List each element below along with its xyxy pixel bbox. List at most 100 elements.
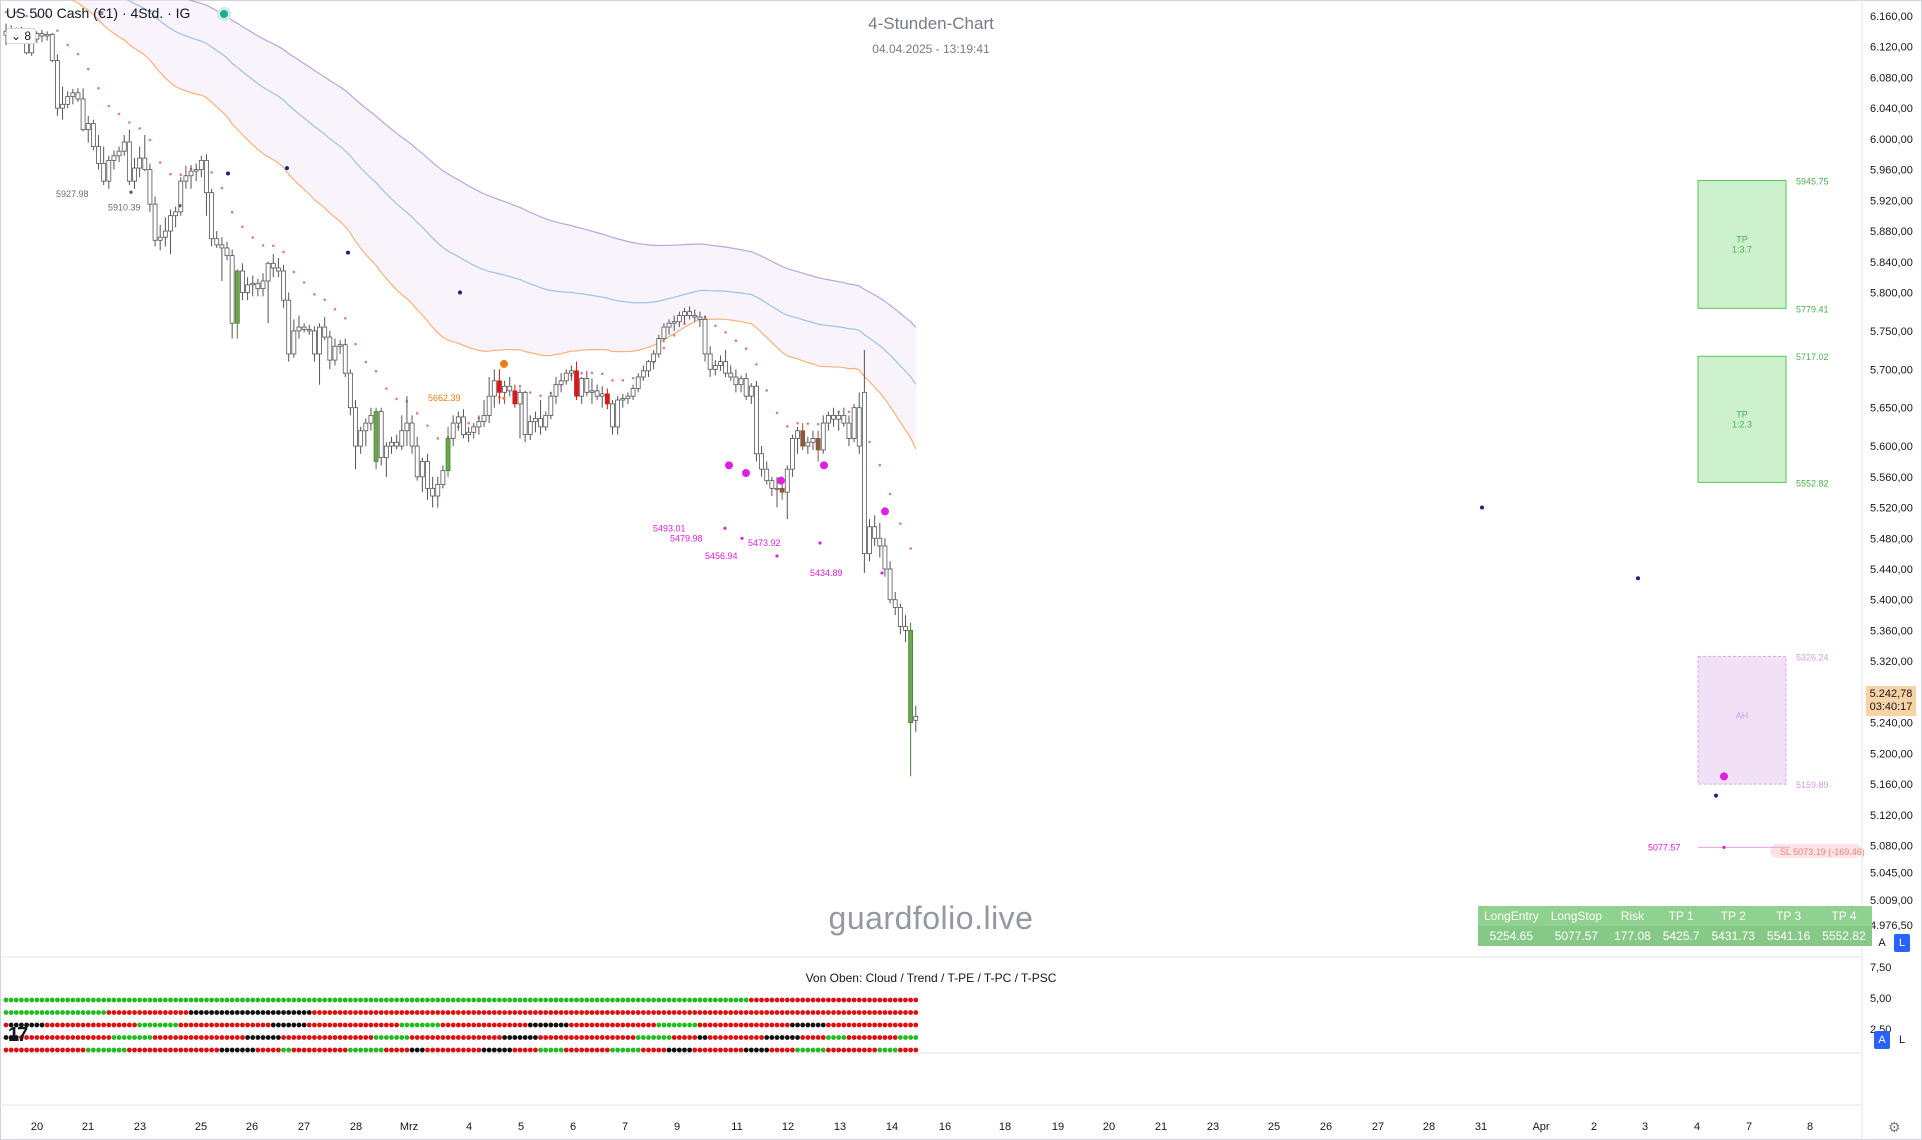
indicator-dot — [471, 997, 477, 1003]
indicator-dot — [738, 997, 744, 1003]
trend-dot — [621, 378, 625, 382]
tradingview-logo[interactable]: 17 — [8, 1024, 28, 1046]
indicator-dot — [861, 1035, 867, 1040]
candle-body — [209, 192, 215, 240]
indicator-dot — [286, 1035, 292, 1040]
indicator-dot — [805, 1047, 811, 1053]
indicator-dot — [317, 1010, 322, 1015]
indicator-dot — [173, 1010, 179, 1015]
col-header: TP 1 — [1656, 906, 1706, 926]
indicator-dot — [39, 1035, 45, 1040]
indicator-auto-scale-button[interactable]: A — [1874, 1031, 1890, 1049]
indicator-dot — [604, 1010, 610, 1015]
indicator-dot — [569, 997, 574, 1003]
annotation-dot — [502, 396, 506, 400]
cell-value: 5425.7 — [1656, 926, 1706, 946]
indicator-dot — [769, 1035, 775, 1040]
candle-body — [841, 414, 847, 424]
zone-top-label: 5326.24 — [1796, 652, 1829, 662]
indicator-dot — [666, 1022, 672, 1028]
signal-dot — [500, 359, 508, 368]
candle-body — [430, 487, 436, 497]
indicator-dot — [214, 1022, 220, 1028]
indicator-dot — [861, 1047, 867, 1053]
indicator-dot — [481, 997, 487, 1003]
y-tick-label: 5.800,00 — [1870, 288, 1913, 300]
indicator-dot — [502, 1035, 507, 1040]
indicator-dot — [34, 1047, 40, 1053]
candle-body — [635, 376, 641, 389]
indicator-dot — [764, 1035, 770, 1040]
indicator-dot — [563, 1022, 569, 1028]
symbol-header[interactable]: US 500 Cash (€1) · 4Std. · IG — [6, 5, 229, 21]
candle-body — [404, 422, 410, 432]
indicator-dot — [342, 997, 348, 1003]
indicator-dot — [867, 1010, 872, 1015]
signal-dot — [742, 468, 750, 477]
indicator-dot — [229, 1010, 235, 1015]
indicator-dot — [682, 1035, 687, 1040]
indicator-dot — [44, 1010, 50, 1015]
y-tick-label: 5.560,00 — [1870, 472, 1913, 484]
indicator-dot — [594, 1047, 600, 1053]
indicator-dot — [337, 1035, 343, 1040]
gear-icon[interactable]: ⚙ — [1888, 1119, 1901, 1135]
indicator-log-scale-button[interactable]: L — [1898, 1034, 1906, 1046]
market-open-icon — [220, 10, 229, 19]
x-tick-label: 4 — [1694, 1121, 1700, 1133]
indicator-dot — [445, 1022, 451, 1028]
indicator-dot — [630, 1047, 636, 1053]
candle-body — [90, 123, 96, 147]
indicator-dot — [378, 1047, 384, 1053]
indicator-dot — [718, 1010, 723, 1015]
indicator-dot — [234, 1047, 240, 1053]
candle-body — [630, 388, 636, 397]
indicator-dot — [579, 1022, 585, 1028]
indicator-dot — [363, 1022, 369, 1028]
indicator-dot — [29, 1010, 35, 1015]
candle-body — [378, 411, 384, 459]
indicator-dot — [692, 1022, 698, 1028]
trend-dot — [426, 424, 429, 427]
indicator-dot — [810, 1022, 816, 1028]
indicator-dot — [39, 1010, 45, 1015]
collapse-count: 8 — [24, 29, 32, 43]
indicator-dot — [55, 1010, 60, 1015]
indicator-dot — [748, 1047, 754, 1053]
indicator-dot — [29, 1035, 35, 1040]
indicator-dot — [800, 1022, 806, 1028]
indicator-dot — [440, 1010, 446, 1015]
indicator-dot — [841, 997, 847, 1003]
indicator-dot — [49, 1035, 55, 1040]
indicator-dot — [589, 1022, 595, 1028]
indicator-dot — [455, 997, 461, 1003]
indicator-dot — [512, 1022, 518, 1028]
indicator-dot — [75, 1035, 81, 1040]
candle-body — [656, 338, 662, 355]
price-annotation: 5479.98 — [670, 533, 703, 543]
indicators-collapse-button[interactable]: ⌄ 8 — [6, 28, 37, 44]
log-scale-button[interactable]: L — [1894, 934, 1910, 952]
indicator-dot — [70, 1047, 76, 1053]
y-tick-label: 5.920,00 — [1870, 195, 1913, 207]
indicator-dot — [579, 997, 585, 1003]
indicator-dot — [671, 1047, 677, 1053]
indicator-dot — [872, 1010, 878, 1015]
x-tick-label: 8 — [1807, 1121, 1813, 1133]
indicator-dot — [476, 1010, 482, 1015]
indicator-dot — [640, 1047, 646, 1053]
indicator-dot — [651, 1022, 657, 1028]
trend-dot — [734, 339, 738, 343]
indicator-dot — [574, 1035, 579, 1040]
candle-body — [60, 103, 65, 109]
indicator-dot — [553, 1010, 559, 1015]
trend-dot — [744, 347, 748, 351]
indicator-dot — [671, 1010, 677, 1015]
y-tick-label: 5.120,00 — [1870, 810, 1913, 822]
candle-body — [522, 391, 528, 435]
indicator-dot — [296, 1022, 302, 1028]
indicator-dot — [774, 1022, 780, 1028]
auto-scale-button[interactable]: A — [1878, 937, 1886, 949]
indicator-dot — [142, 1022, 148, 1028]
